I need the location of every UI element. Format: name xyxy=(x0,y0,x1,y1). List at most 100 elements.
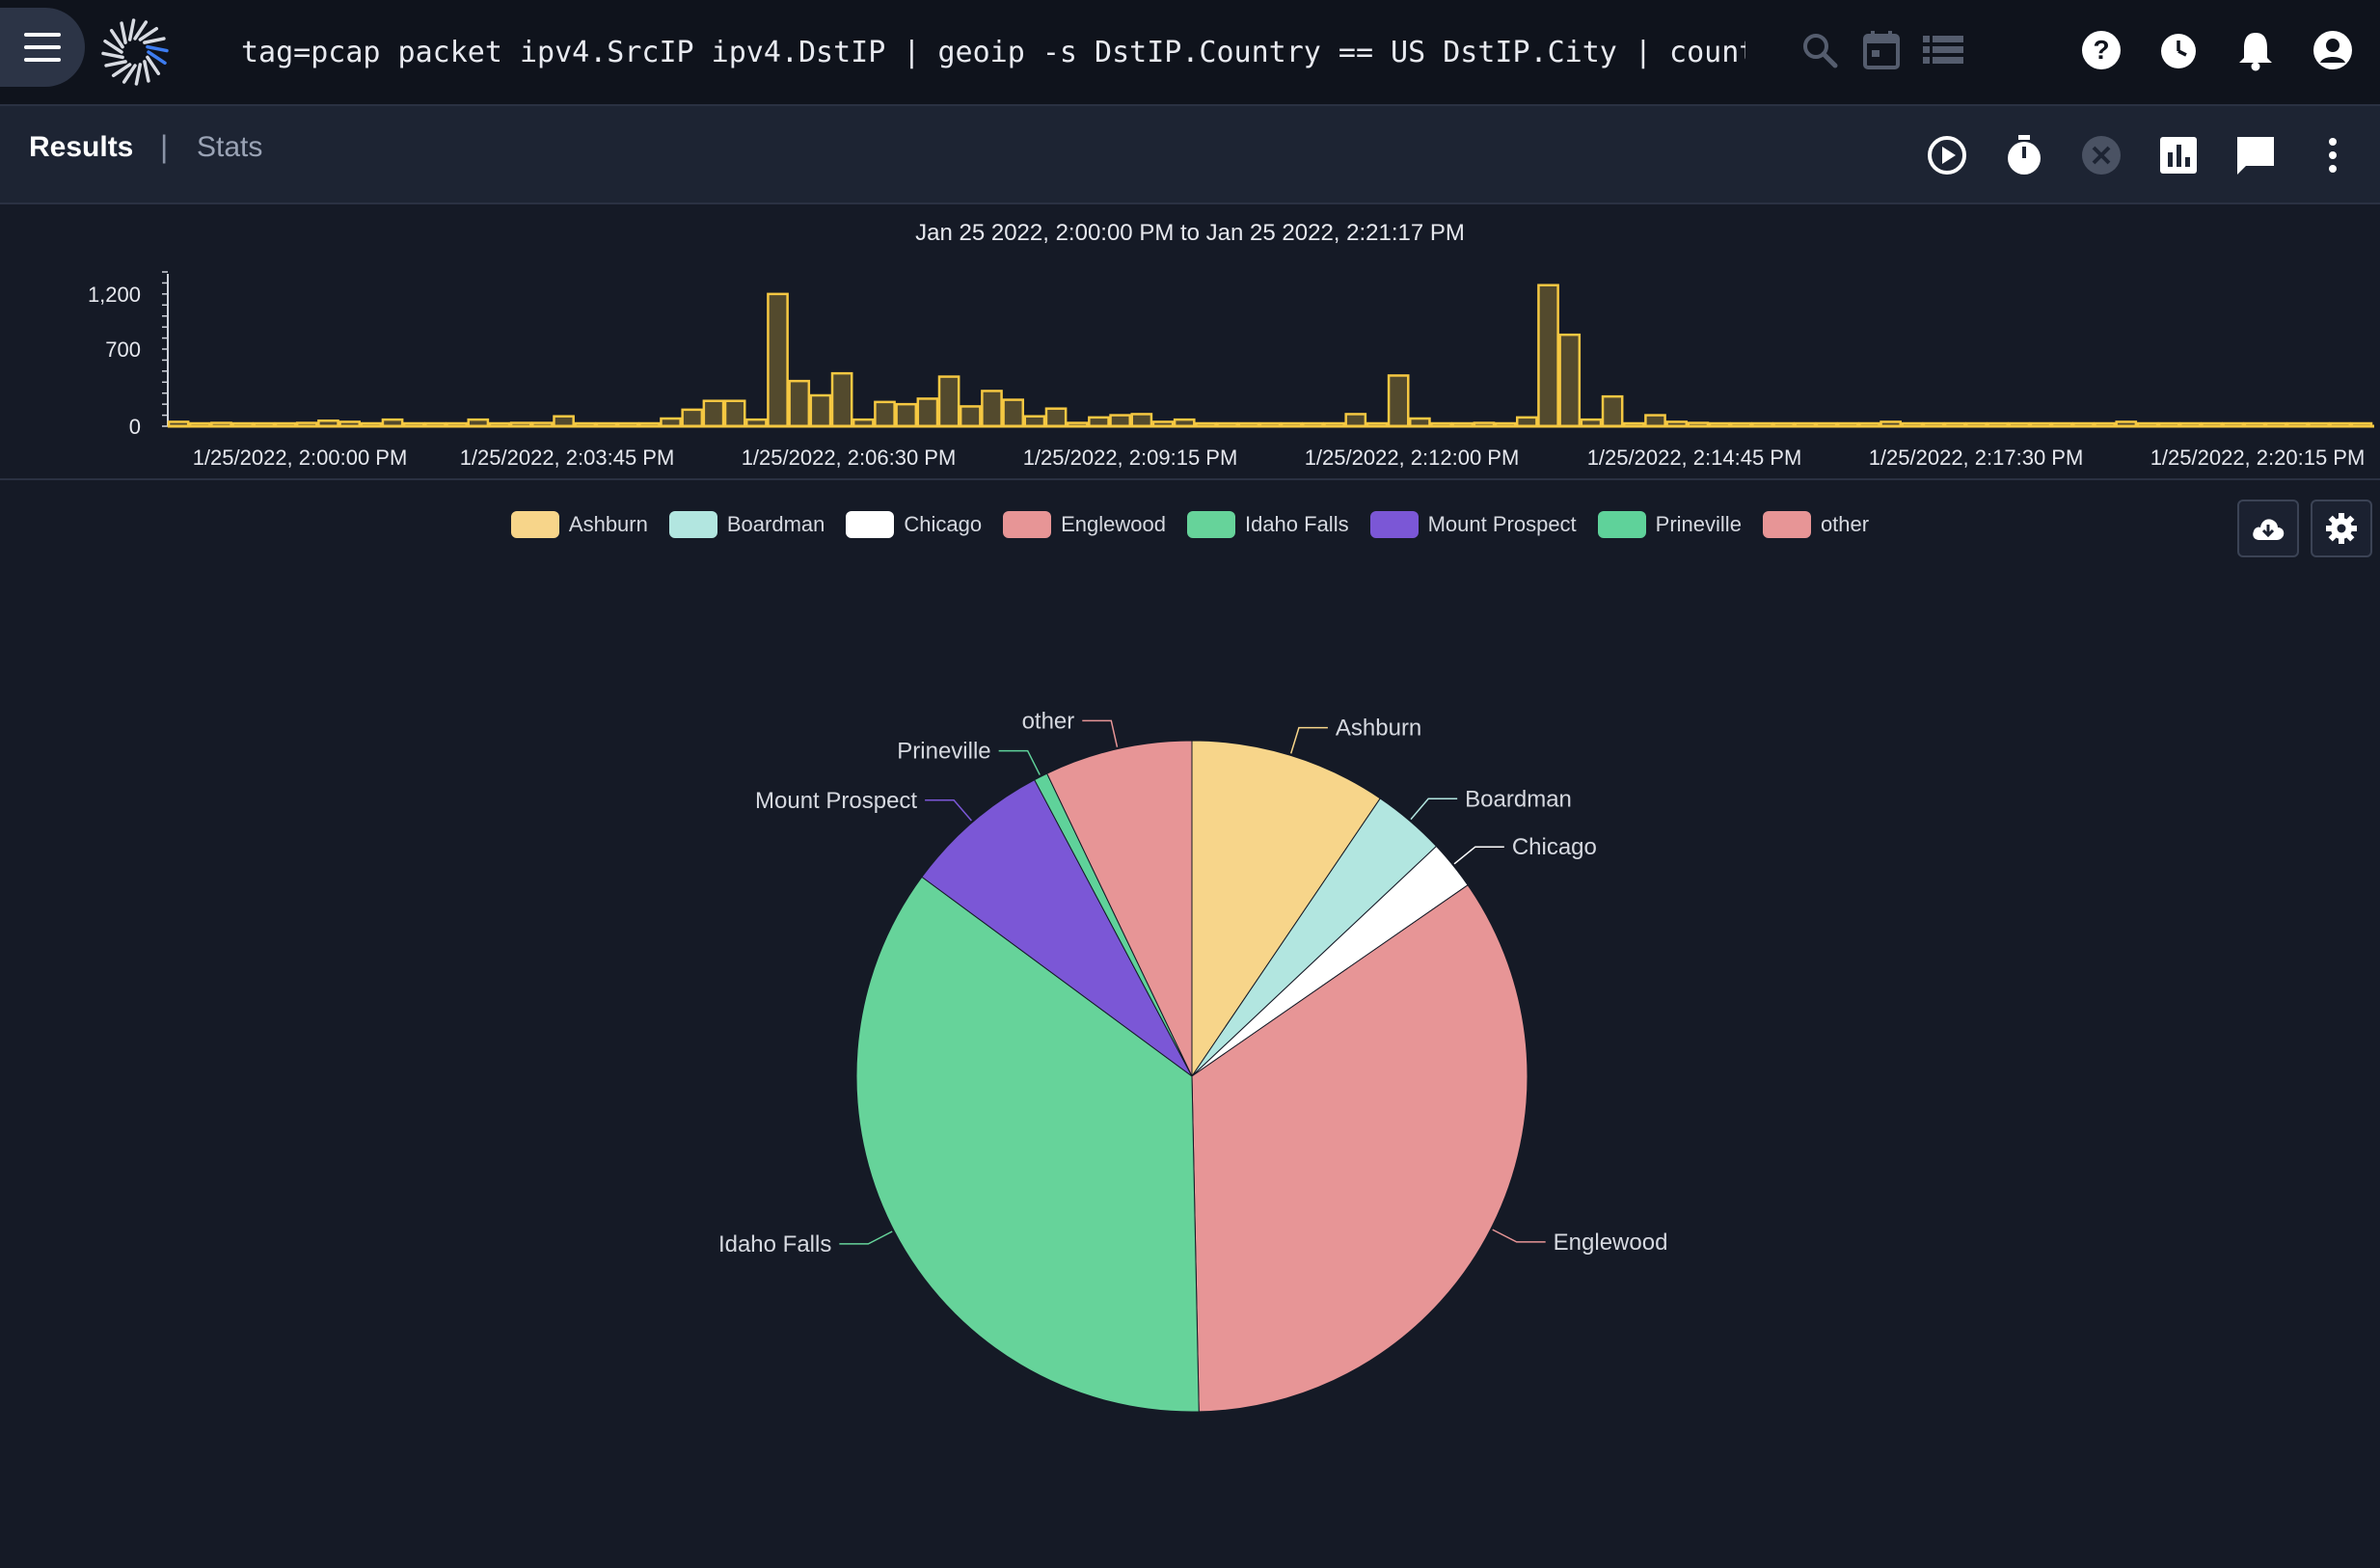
pie-slice[interactable] xyxy=(1046,740,1193,1077)
help-button[interactable]: ? xyxy=(2079,23,2123,77)
gravwell-logo[interactable] xyxy=(100,17,170,87)
legend-label: Mount Prospect xyxy=(1427,512,1577,536)
cloud-download-icon xyxy=(2253,519,2285,540)
histogram-bar[interactable] xyxy=(702,399,725,428)
timer-icon xyxy=(2008,135,2041,175)
histogram-bar[interactable] xyxy=(1387,374,1410,428)
histogram-bar[interactable] xyxy=(1537,284,1559,428)
x-tick-label: 1/25/2022, 2:20:15 PM xyxy=(2150,446,2366,470)
legend-swatch xyxy=(1597,511,1646,538)
timeline-histogram: Jan 25 2022, 2:00:00 PM to Jan 25 2022, … xyxy=(0,204,2380,480)
tab-stats[interactable]: Stats xyxy=(197,131,263,163)
logo-spoke xyxy=(138,26,159,41)
svg-text:?: ? xyxy=(2093,35,2109,65)
settings-button[interactable] xyxy=(2311,500,2372,557)
results-toolbar: Results | Stats xyxy=(0,106,2380,204)
legend-item[interactable]: Idaho Falls xyxy=(1186,505,1349,544)
pie-label: Chicago xyxy=(1512,834,1597,860)
comment-button[interactable] xyxy=(2233,133,2278,177)
legend-item[interactable]: Prineville xyxy=(1597,505,1742,544)
histogram-bar[interactable] xyxy=(981,390,1003,428)
legend-label: Prineville xyxy=(1655,512,1742,536)
run-button[interactable] xyxy=(1925,133,1969,177)
gear-hole xyxy=(2337,524,2346,533)
histogram-bar[interactable] xyxy=(959,405,982,428)
histogram-bar[interactable] xyxy=(1130,413,1153,428)
pie-slice[interactable] xyxy=(855,876,1200,1413)
tab-separator: | xyxy=(160,129,169,164)
history-button[interactable] xyxy=(2156,23,2201,77)
histogram-bar[interactable] xyxy=(788,379,811,428)
pie-label: Idaho Falls xyxy=(718,1231,831,1257)
pie-label-line xyxy=(998,749,1041,775)
legend-item[interactable]: Englewood xyxy=(1003,505,1166,544)
histogram-chart[interactable]: 1,200 700 0 1/25/2022, 2:00:00 PM 1/25/2022,… xyxy=(0,204,2380,478)
logo-spoke xyxy=(143,37,166,44)
x-tick-label: 1/25/2022, 2:17:30 PM xyxy=(1869,446,2084,470)
histogram-bar[interactable] xyxy=(809,393,832,428)
histogram-bar[interactable] xyxy=(937,375,960,428)
list-button[interactable] xyxy=(1921,23,1965,77)
logo-spoke xyxy=(146,44,169,53)
logo-spoke xyxy=(103,39,123,54)
histogram-bar[interactable] xyxy=(1044,407,1068,428)
cancel-icon xyxy=(2082,136,2121,175)
legend-item[interactable]: Mount Prospect xyxy=(1369,505,1577,544)
list-icon xyxy=(1923,36,1963,64)
y-tick-label: 1,200 xyxy=(88,283,141,307)
help-icon: ? xyxy=(2082,31,2121,69)
legend-item[interactable]: Ashburn xyxy=(510,505,648,544)
menu-button[interactable] xyxy=(0,8,85,87)
search-query[interactable]: tag=pcap packet ipv4.SrcIP ipv4.DstIP | … xyxy=(241,36,1745,69)
pie-slice[interactable] xyxy=(1191,740,1381,1078)
histogram-bar[interactable] xyxy=(1644,414,1666,428)
gear-icon xyxy=(2326,513,2357,544)
chart-icon xyxy=(2160,137,2197,174)
histogram-bar[interactable] xyxy=(1109,414,1131,428)
histogram-bar[interactable] xyxy=(1558,333,1582,428)
pie-label: Prineville xyxy=(897,739,990,765)
legend-swatch xyxy=(668,511,717,538)
histogram-bar[interactable] xyxy=(767,292,789,428)
pie-slice[interactable] xyxy=(1191,884,1528,1413)
histogram-bar[interactable] xyxy=(830,371,853,428)
pie-slice[interactable] xyxy=(921,779,1193,1077)
histogram-bar[interactable] xyxy=(1344,413,1367,428)
chart-button[interactable] xyxy=(2156,133,2201,177)
calendar-button[interactable] xyxy=(1859,23,1904,77)
pie-chart[interactable]: Ashburn Boardman Chicago Englewood Idaho Fal… xyxy=(0,555,2380,1568)
tab-results[interactable]: Results xyxy=(29,131,134,163)
pie-label-line xyxy=(925,799,972,822)
logo-spoke xyxy=(111,63,132,78)
more-icon xyxy=(2329,138,2337,173)
histogram-bar[interactable] xyxy=(723,399,746,428)
legend-item[interactable]: Chicago xyxy=(846,505,982,544)
calendar-icon xyxy=(1863,31,1900,69)
histogram-bar[interactable] xyxy=(874,400,896,428)
histogram-bar[interactable] xyxy=(895,402,918,428)
x-tick-label: 1/25/2022, 2:00:00 PM xyxy=(193,446,408,470)
histogram-bar[interactable] xyxy=(1002,398,1025,428)
x-tick-label: 1/25/2022, 2:14:45 PM xyxy=(1587,446,1802,470)
histogram-bar[interactable] xyxy=(916,397,939,428)
download-button[interactable] xyxy=(2237,500,2299,557)
cancel-button[interactable] xyxy=(2079,133,2123,177)
logo-spoke xyxy=(101,51,124,60)
legend-item[interactable]: other xyxy=(1762,505,1869,544)
search-button[interactable] xyxy=(1798,23,1842,77)
notifications-button[interactable] xyxy=(2233,23,2278,77)
legend-label: Englewood xyxy=(1061,512,1166,536)
account-icon xyxy=(2313,31,2352,69)
histogram-bar[interactable] xyxy=(1023,415,1046,428)
histogram-bar[interactable] xyxy=(1601,394,1624,428)
histogram-bar[interactable] xyxy=(681,408,704,428)
account-button[interactable] xyxy=(2311,23,2355,77)
timer-button[interactable] xyxy=(2002,133,2046,177)
legend-item[interactable]: Boardman xyxy=(668,505,825,544)
x-tick-label: 1/25/2022, 2:06:30 PM xyxy=(742,446,957,470)
pie-label: Ashburn xyxy=(1336,716,1421,742)
pie-label-line xyxy=(1453,846,1504,865)
more-button[interactable] xyxy=(2311,133,2355,177)
logo-spoke xyxy=(104,60,127,68)
histogram-bar[interactable] xyxy=(553,415,575,428)
